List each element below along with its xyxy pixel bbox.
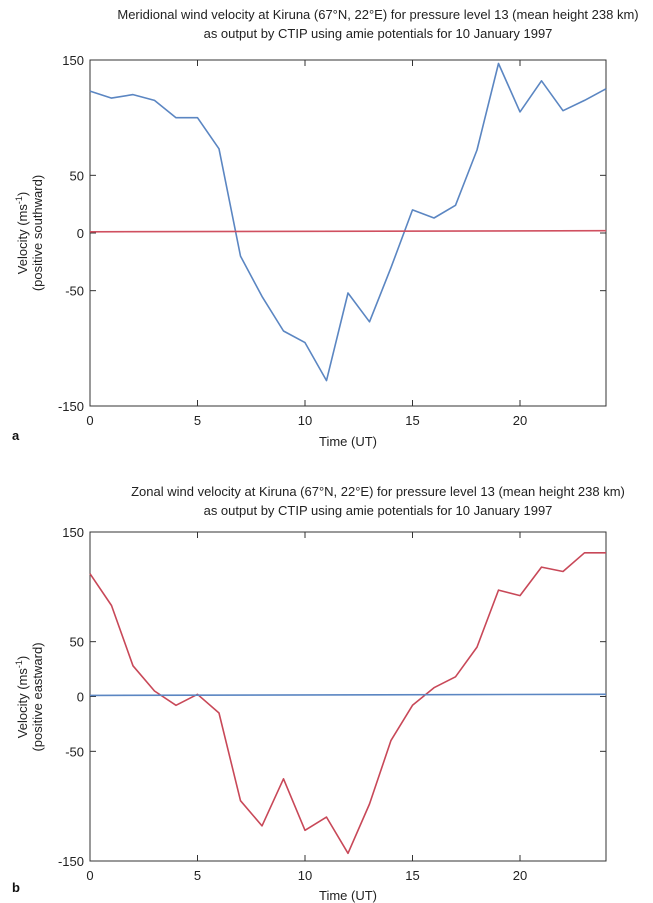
- y-tick-label: 0: [77, 226, 84, 241]
- chart-panel-b: Zonal wind velocity at Kiruna (67°N, 22°…: [12, 484, 625, 903]
- y-tick-label: 50: [70, 635, 84, 650]
- y-tick-label: -50: [65, 284, 84, 299]
- x-tick-label: 5: [194, 413, 201, 428]
- x-tick-label: 10: [298, 413, 312, 428]
- x-tick-label: 20: [513, 868, 527, 883]
- panel-label: a: [12, 428, 20, 443]
- y-tick-label: 150: [62, 53, 84, 68]
- y-axis-label-close: ): [15, 656, 30, 660]
- y-axis-label-sup: -1: [14, 196, 24, 204]
- x-tick-label: 10: [298, 868, 312, 883]
- y-axis-label-text: Velocity (ms: [15, 204, 30, 275]
- series-line-1: [89, 551, 606, 855]
- chart-title-line2: as output by CTIP using amie potentials …: [204, 503, 553, 518]
- x-tick-label: 15: [405, 868, 419, 883]
- y-axis-label-line1: Velocity (ms-1): [14, 656, 30, 738]
- y-axis-label: Velocity (ms-1) (positive eastward): [14, 642, 45, 751]
- series-line-2: [89, 693, 607, 697]
- x-axis-label: Time (UT): [319, 434, 377, 449]
- plot-frame: [89, 59, 607, 407]
- x-tick-label: 20: [513, 413, 527, 428]
- plot-frame: [89, 531, 607, 862]
- y-tick-label: 150: [62, 525, 84, 540]
- y-tick-label: 50: [70, 168, 84, 183]
- x-axis-label: Time (UT): [319, 888, 377, 903]
- x-tick-label: 0: [86, 868, 93, 883]
- x-tick-label: 15: [405, 413, 419, 428]
- y-axis-label-close: ): [15, 192, 30, 196]
- y-tick-label: -150: [58, 399, 84, 414]
- series-line-1: [89, 62, 607, 382]
- chart-title-line1: Zonal wind velocity at Kiruna (67°N, 22°…: [131, 484, 625, 499]
- y-axis-label: Velocity (ms-1) (positive southward): [14, 175, 45, 291]
- y-axis-label-line2: (positive eastward): [30, 642, 45, 751]
- panel-label: b: [12, 880, 20, 895]
- y-axis-label-line1: Velocity (ms-1): [14, 192, 30, 274]
- x-tick-label: 5: [194, 868, 201, 883]
- y-axis-label-text: Velocity (ms: [15, 668, 30, 739]
- y-axis-label-sup: -1: [14, 660, 24, 668]
- y-axis-label-line2: (positive southward): [30, 175, 45, 291]
- x-tick-label: 0: [86, 413, 93, 428]
- y-tick-label: -150: [58, 854, 84, 869]
- chart-title-line2: as output by CTIP using amie potentials …: [204, 26, 553, 41]
- y-tick-label: 0: [77, 690, 84, 705]
- series-line-2: [89, 229, 607, 233]
- chart-panel-a: Meridional wind velocity at Kiruna (67°N…: [12, 7, 639, 449]
- chart-title-line1: Meridional wind velocity at Kiruna (67°N…: [117, 7, 638, 22]
- y-tick-label: -50: [65, 744, 84, 759]
